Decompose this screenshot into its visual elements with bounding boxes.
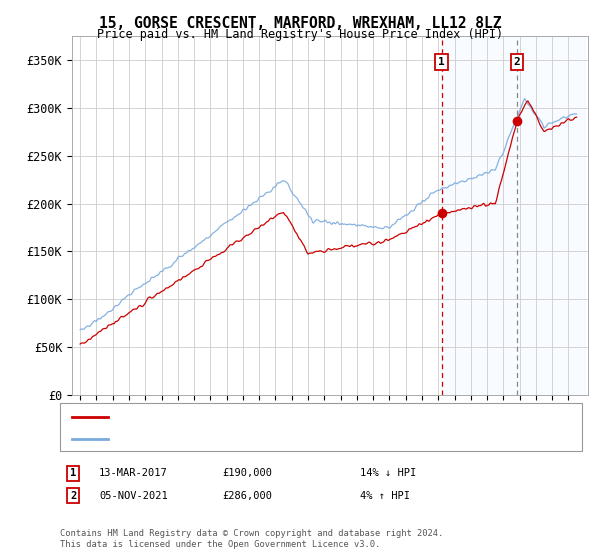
Text: 2: 2 [514, 57, 521, 67]
Text: 14% ↓ HPI: 14% ↓ HPI [360, 468, 416, 478]
Text: Contains HM Land Registry data © Crown copyright and database right 2024.
This d: Contains HM Land Registry data © Crown c… [60, 529, 443, 549]
Text: 13-MAR-2017: 13-MAR-2017 [99, 468, 168, 478]
Text: 1: 1 [70, 468, 76, 478]
Text: £190,000: £190,000 [222, 468, 272, 478]
Text: 1: 1 [438, 57, 445, 67]
Text: HPI: Average price, detached house, Wrexham: HPI: Average price, detached house, Wrex… [117, 434, 375, 444]
Text: 15, GORSE CRESCENT, MARFORD, WREXHAM, LL12 8LZ: 15, GORSE CRESCENT, MARFORD, WREXHAM, LL… [99, 16, 501, 31]
Bar [442, 36, 585, 395]
Text: £286,000: £286,000 [222, 491, 272, 501]
Text: 4% ↑ HPI: 4% ↑ HPI [360, 491, 410, 501]
Text: 2: 2 [70, 491, 76, 501]
Text: 05-NOV-2021: 05-NOV-2021 [99, 491, 168, 501]
Text: 15, GORSE CRESCENT, MARFORD, WREXHAM, LL12 8LZ (detached house): 15, GORSE CRESCENT, MARFORD, WREXHAM, LL… [117, 412, 495, 422]
Text: Price paid vs. HM Land Registry's House Price Index (HPI): Price paid vs. HM Land Registry's House … [97, 28, 503, 41]
